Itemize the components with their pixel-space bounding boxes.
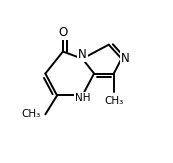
Text: O: O xyxy=(58,26,68,39)
Text: N: N xyxy=(121,52,130,65)
Text: CH₃: CH₃ xyxy=(21,109,40,119)
Text: N: N xyxy=(78,48,87,61)
Text: NH: NH xyxy=(75,93,90,103)
Text: CH₃: CH₃ xyxy=(104,96,123,106)
